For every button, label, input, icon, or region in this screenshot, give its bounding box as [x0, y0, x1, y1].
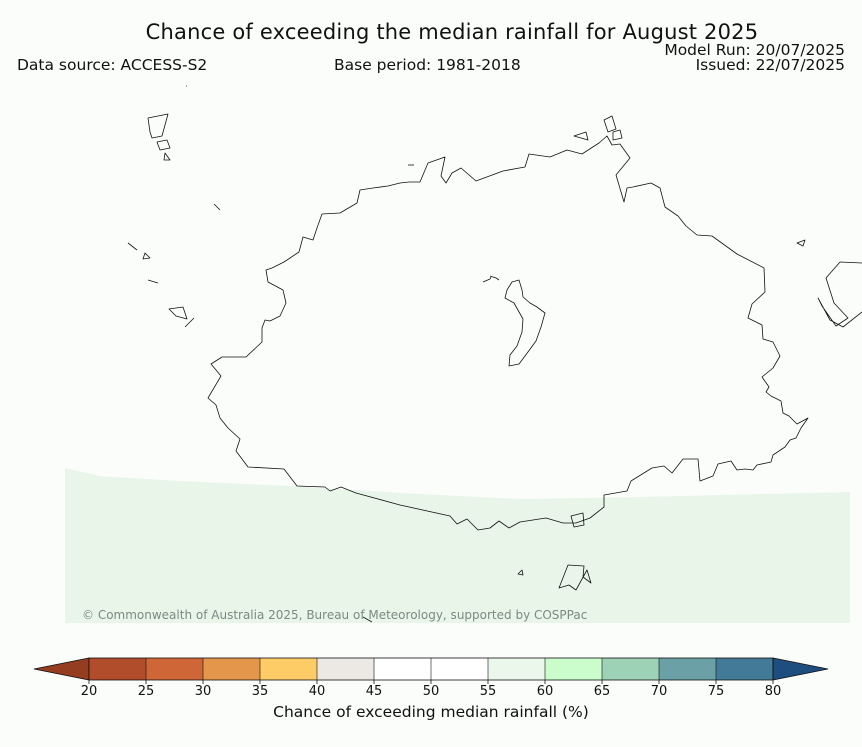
probability-shading: [65, 468, 850, 623]
main-island-outline: [207, 135, 809, 531]
colorbar-tick-label: 30: [195, 684, 212, 699]
colorbar-segment: [374, 658, 431, 680]
east-island-outline: [817, 261, 862, 328]
colorbar-tick-label: 70: [651, 684, 668, 699]
colorbar-tick-label: 40: [309, 684, 326, 699]
colorbar-tick-label: 35: [252, 684, 269, 699]
colorbar-segment: [203, 658, 260, 680]
south-island: [517, 569, 524, 576]
west-island: [147, 113, 169, 139]
west-island: [168, 306, 188, 320]
ne-island: [612, 129, 623, 141]
chart-title: Chance of exceeding the median rainfall …: [145, 20, 759, 44]
base-period-label: Base period: 1981-2018: [334, 56, 521, 74]
colorbar-segment: [317, 658, 374, 680]
south-island: [570, 512, 585, 528]
colorbar-label: Chance of exceeding median rainfall (%): [273, 703, 589, 721]
colorbar-segment: [659, 658, 716, 680]
colorbar-segment: [488, 658, 545, 680]
colorbar-segment: [716, 658, 773, 680]
rainfall-map: [65, 85, 862, 623]
colorbar-tick-label: 80: [765, 684, 782, 699]
colorbar-tick-label: 75: [708, 684, 725, 699]
colorbar-tick-label: 25: [138, 684, 155, 699]
west-island: [156, 139, 171, 151]
colorbar-segment: [89, 658, 146, 680]
colorbar-segment: [431, 658, 488, 680]
west-island: [163, 152, 171, 161]
colorbar-under-arrow: [33, 657, 90, 681]
colorbar-segment: [260, 658, 317, 680]
west-islet: [127, 242, 138, 251]
colorbar-tick-label: 55: [480, 684, 497, 699]
islet: [482, 276, 492, 283]
west-islet: [213, 203, 221, 211]
colorbar-segment: [146, 658, 203, 680]
ne-island: [573, 131, 589, 141]
colorbar-tick-label: 65: [594, 684, 611, 699]
colorbar: 20 25 30 35 40 45 50 55 60 65 70 75 80: [33, 657, 829, 699]
colorbar-tick-label: 50: [423, 684, 440, 699]
south-island: [558, 564, 592, 591]
south-islet: [362, 616, 373, 623]
west-islet: [184, 317, 195, 328]
west-islet: [147, 279, 159, 284]
colorbar-tick-label: 20: [81, 684, 98, 699]
colorbar-segment: [602, 658, 659, 680]
copyright-notice: © Commonwealth of Australia 2025, Bureau…: [82, 608, 588, 622]
center-island-outline: [504, 279, 546, 367]
colorbar-ticks: 20 25 30 35 40 45 50 55 60 65 70 75 80: [81, 680, 782, 699]
data-source-label: Data source: ACCESS-S2: [17, 56, 208, 74]
model-run-label: Model Run: 20/07/2025: [664, 41, 845, 59]
colorbar-tick-label: 60: [537, 684, 554, 699]
ne-islet: [796, 239, 806, 247]
colorbar-segment: [545, 658, 602, 680]
colorbar-tick-label: 45: [366, 684, 383, 699]
issued-label: Issued: 22/07/2025: [695, 56, 845, 74]
ne-island: [603, 115, 617, 133]
colorbar-over-arrow: [772, 657, 829, 681]
islet: [489, 275, 500, 281]
west-island: [142, 252, 151, 260]
coastline: [127, 85, 862, 623]
colorbar-segments: [33, 657, 829, 681]
